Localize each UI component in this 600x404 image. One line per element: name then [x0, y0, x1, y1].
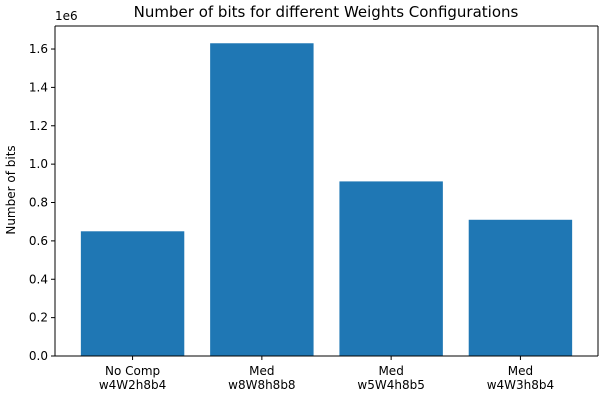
y-tick-label-3: 0.6 — [29, 234, 48, 248]
bar-2 — [339, 181, 443, 356]
x-tick-label-line-1: w4W2h8b4 — [99, 378, 166, 392]
x-tick-label-0: No Comp w4W2h8b4 — [99, 364, 166, 392]
bar-1 — [210, 43, 314, 356]
x-tick-label-1: Med w8W8h8b8 — [228, 364, 295, 392]
y-tick-label-7: 1.4 — [29, 80, 48, 94]
y-tick-label-1: 0.2 — [29, 311, 48, 325]
chart-title: Number of bits for different Weights Con… — [134, 3, 519, 21]
x-tick-label-line-0: No Comp — [105, 364, 160, 378]
y-tick-label-2: 0.4 — [29, 272, 48, 286]
x-tick-label-line-0: Med — [249, 364, 274, 378]
y-tick-label-6: 1.2 — [29, 119, 48, 133]
x-tick-label-line-0: Med — [378, 364, 403, 378]
y-axis-label: Number of bits — [4, 145, 18, 234]
y-tick-label-4: 0.8 — [29, 196, 48, 210]
plot-area: 0.0 0.2 0.4 0.6 0.8 1.0 1.2 1.4 1.6 No Comp w4W2h8… — [29, 25, 599, 392]
bar-3 — [468, 219, 573, 356]
x-tick-label-2: Med w5W4h8b5 — [357, 364, 424, 392]
x-tick-label-line-1: w4W3h8b4 — [487, 378, 554, 392]
y-axis-offset-label: 1e6 — [55, 9, 78, 23]
bar-0 — [80, 231, 185, 356]
x-tick-label-line-1: w5W4h8b5 — [357, 378, 424, 392]
y-tick-label-8: 1.6 — [29, 42, 48, 56]
x-tick-label-line-0: Med — [508, 364, 533, 378]
y-tick-label-5: 1.0 — [29, 157, 48, 171]
x-tick-label-line-1: w8W8h8b8 — [228, 378, 295, 392]
x-tick-label-3: Med w4W3h8b4 — [487, 364, 554, 392]
y-tick-label-0: 0.0 — [29, 349, 48, 363]
